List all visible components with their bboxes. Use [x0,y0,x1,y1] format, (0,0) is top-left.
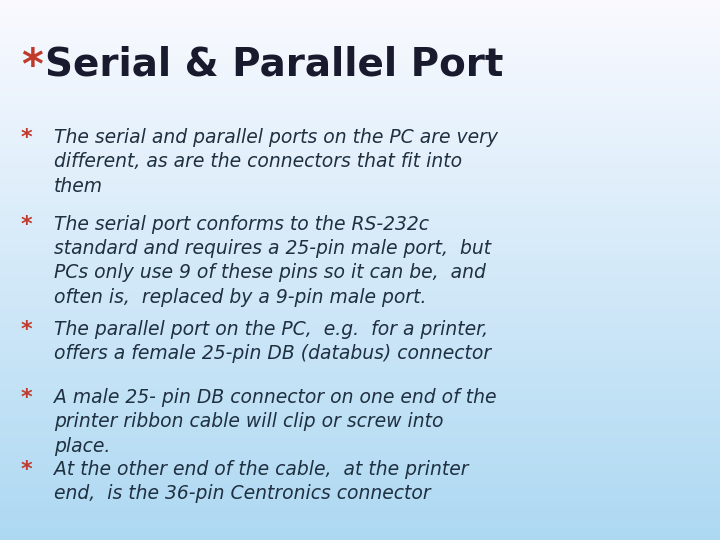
Text: *: * [20,460,32,480]
Text: The parallel port on the PC,  e.g.  for a printer,
offers a female 25-pin DB (da: The parallel port on the PC, e.g. for a … [54,320,491,363]
Text: *: * [20,388,32,408]
Text: *: * [20,215,32,235]
Text: Serial & Parallel Port: Serial & Parallel Port [45,46,503,84]
Text: A male 25- pin DB connector on one end of the
printer ribbon cable will clip or : A male 25- pin DB connector on one end o… [54,388,497,456]
Text: The serial port conforms to the RS-232c
standard and requires a 25-pin male port: The serial port conforms to the RS-232c … [54,215,491,307]
Text: At the other end of the cable,  at the printer
end,  is the 36-pin Centronics co: At the other end of the cable, at the pr… [54,460,469,503]
Text: *: * [22,46,43,88]
Text: *: * [20,128,32,148]
Text: The serial and parallel ports on the PC are very
different, as are the connector: The serial and parallel ports on the PC … [54,128,498,195]
Text: *: * [20,320,32,340]
